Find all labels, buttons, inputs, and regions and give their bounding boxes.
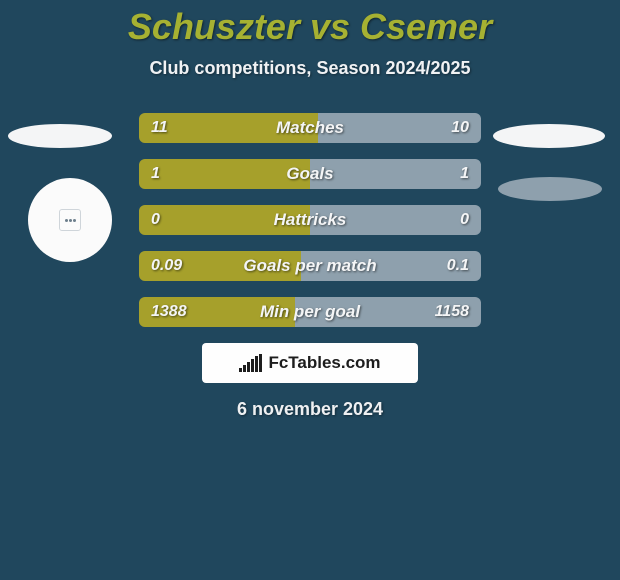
date-label: 6 november 2024 [0,399,620,420]
stat-label: Hattricks [139,205,481,235]
logo-text: FcTables.com [268,353,380,373]
stat-row: 00Hattricks [139,205,481,235]
stat-row: 0.090.1Goals per match [139,251,481,281]
stat-label: Goals [139,159,481,189]
fctables-logo: FcTables.com [202,343,418,383]
stat-row: 11Goals [139,159,481,189]
player-left-avatar-icon [28,178,112,262]
stat-label: Matches [139,113,481,143]
page-subtitle: Club competitions, Season 2024/2025 [0,58,620,79]
player-right-ellipse-icon [493,124,605,148]
player-left-ellipse-icon [8,124,112,148]
bar-chart-icon [239,354,262,372]
stat-label: Goals per match [139,251,481,281]
stats-bars: 1110Matches 11Goals 00Hattricks 0.090.1Goal… [139,113,481,327]
stat-row: 13881158Min per goal [139,297,481,327]
player-right-shadow-ellipse-icon [498,177,602,201]
stat-label: Min per goal [139,297,481,327]
avatar-placeholder-icon [59,209,81,231]
page-title: Schuszter vs Csemer [0,0,620,48]
stat-row: 1110Matches [139,113,481,143]
